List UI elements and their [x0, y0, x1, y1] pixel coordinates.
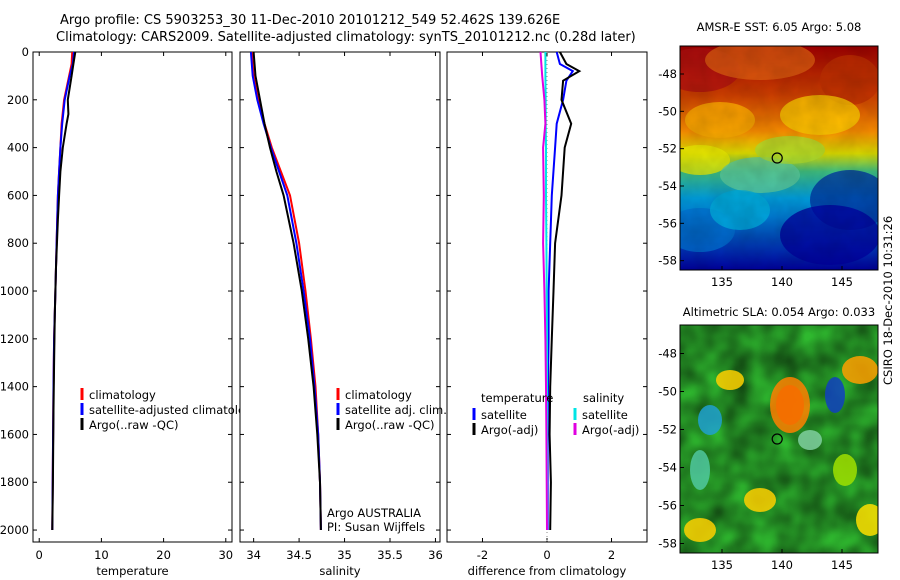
sla-map-title: Altimetric SLA: 0.054 Argo: 0.033 [683, 305, 875, 319]
difference-legend-label: Argo(-adj) [582, 423, 639, 437]
sst-map-ytick-label: -48 [658, 67, 677, 81]
salinity-legend-label: Argo(..raw -QC) [345, 418, 435, 432]
sla-blob [744, 488, 776, 512]
sla-texture [680, 325, 878, 553]
salinity-xtick-label: 35.5 [377, 548, 403, 562]
sla-map-field [680, 325, 878, 553]
sla-map-ytick-label: -56 [658, 499, 677, 513]
sst-map-ytick-label: -56 [658, 216, 677, 230]
difference-legend-label: satellite [582, 408, 628, 422]
temperature-xtick-label: 20 [156, 548, 171, 562]
sla-blob [825, 377, 845, 413]
sst-map-ytick-label: -58 [658, 254, 677, 268]
difference-legend-label: satellite [481, 408, 527, 422]
legend-header-temperature: temperature [481, 391, 553, 405]
sst-map-ytick-label: -50 [658, 104, 677, 118]
salinity-legend-label: climatology [345, 388, 412, 402]
sst-texture [680, 46, 878, 270]
annotation-line2: PI: Susan Wijffels [327, 520, 425, 534]
salinity-axes-frame [239, 51, 441, 543]
maps-group: AMSR-E SST: 6.05 Argo: 5.08 135 140 145 -48 -… [658, 20, 879, 572]
temperature-xtick-label: 30 [218, 548, 233, 562]
sla-map-ytick-label: -50 [658, 385, 677, 399]
ytick-label: 1000 [0, 284, 29, 298]
ytick-label: 1800 [0, 475, 29, 489]
sla-blob [698, 405, 722, 435]
figure-title-line1: Argo profile: CS 5903253_30 11-Dec-2010 … [60, 13, 561, 28]
figure-title-line2: Climatology: CARS2009. Satellite-adjuste… [56, 30, 636, 45]
sla-blob [770, 377, 810, 433]
sst-map-panel: AMSR-E SST: 6.05 Argo: 5.08 135 140 145 -48 -… [658, 20, 879, 289]
sst-map-ytick-label: -54 [658, 179, 677, 193]
difference-xtick-label: 2 [608, 548, 615, 562]
sla-map-ytick-label: -58 [658, 537, 677, 551]
ytick-label: 200 [7, 93, 29, 107]
salinity-series-line [252, 51, 322, 531]
temperature-xtick-label: 0 [36, 548, 43, 562]
salinity-legend-label: satellite adj. clim. [345, 403, 447, 417]
sla-blob [690, 450, 710, 490]
sla-map-argo-marker [771, 433, 783, 445]
salinity-panel: 34 34.5 35 35.5 36 salinity climatologysatelli… [239, 51, 447, 578]
annotation-line1: Argo AUSTRALIA [327, 506, 421, 520]
sla-map-panel: Altimetric SLA: 0.054 Argo: 0.033 135 140 1… [658, 305, 879, 572]
ytick-label: 800 [7, 236, 29, 250]
sst-map-ytick-label: -52 [658, 142, 677, 156]
ytick-label: 1400 [0, 380, 29, 394]
sst-map-argo-marker [771, 152, 783, 164]
sst-map-xtick-label: 140 [771, 275, 793, 289]
temperature-legend-label: climatology [89, 388, 156, 402]
sst-map-title: AMSR-E SST: 6.05 Argo: 5.08 [697, 20, 862, 34]
sla-blob [798, 430, 822, 450]
temperature-series-line [51, 51, 77, 531]
legend-header-salinity: salinity [583, 391, 624, 405]
temperature-legend-label: Argo(..raw -QC) [89, 418, 179, 432]
sla-map-xtick-label: 140 [771, 558, 793, 572]
salinity-xtick-label: 34 [246, 548, 261, 562]
sst-map-field [680, 46, 878, 270]
sla-blob [684, 518, 716, 542]
difference-xtick-label: -2 [477, 548, 488, 562]
temperature-axes-frame [32, 51, 233, 543]
sla-map-xtick-label: 145 [831, 558, 853, 572]
salinity-xtick-label: 34.5 [286, 548, 312, 562]
difference-series-line [548, 51, 582, 531]
difference-legend-label: Argo(-adj) [481, 423, 538, 437]
temperature-legend-label: satellite-adjusted climatology [89, 403, 259, 417]
difference-series-line [539, 51, 548, 531]
sla-blob [833, 454, 857, 486]
sst-map-frame [679, 45, 879, 271]
sla-map-ytick-label: -52 [658, 423, 677, 437]
sla-map-ytick-label: -48 [658, 347, 677, 361]
difference-xtick-label: 0 [543, 548, 550, 562]
sla-map-ytick-label: -54 [658, 461, 677, 475]
sla-blob [842, 356, 878, 384]
ytick-label: 400 [7, 141, 29, 155]
sst-map-xtick-label: 135 [711, 275, 733, 289]
temperature-panel: 0 10 20 30 0 200 400 600 800 1000 1200 1400 1600 1800… [0, 45, 259, 578]
sla-blob [856, 504, 878, 536]
ytick-label: 1200 [0, 332, 29, 346]
sla-map-frame [679, 324, 879, 554]
difference-panel: -2 0 2 difference from climatology temperatu… [446, 51, 648, 578]
salinity-xtick-label: 36 [428, 548, 443, 562]
sst-map-xtick-label: 145 [831, 275, 853, 289]
sla-map-xtick-label: 135 [711, 558, 733, 572]
ytick-label: 600 [7, 188, 29, 202]
temperature-xlabel: temperature [96, 564, 168, 578]
salinity-xlabel: salinity [319, 564, 360, 578]
difference-xlabel: difference from climatology [468, 564, 627, 578]
ytick-label: 1600 [0, 427, 29, 441]
ytick-label: 0 [22, 45, 29, 59]
temperature-xtick-label: 10 [94, 548, 109, 562]
sla-blob [716, 370, 744, 390]
ytick-label: 2000 [0, 523, 29, 537]
salinity-xtick-label: 35 [337, 548, 352, 562]
